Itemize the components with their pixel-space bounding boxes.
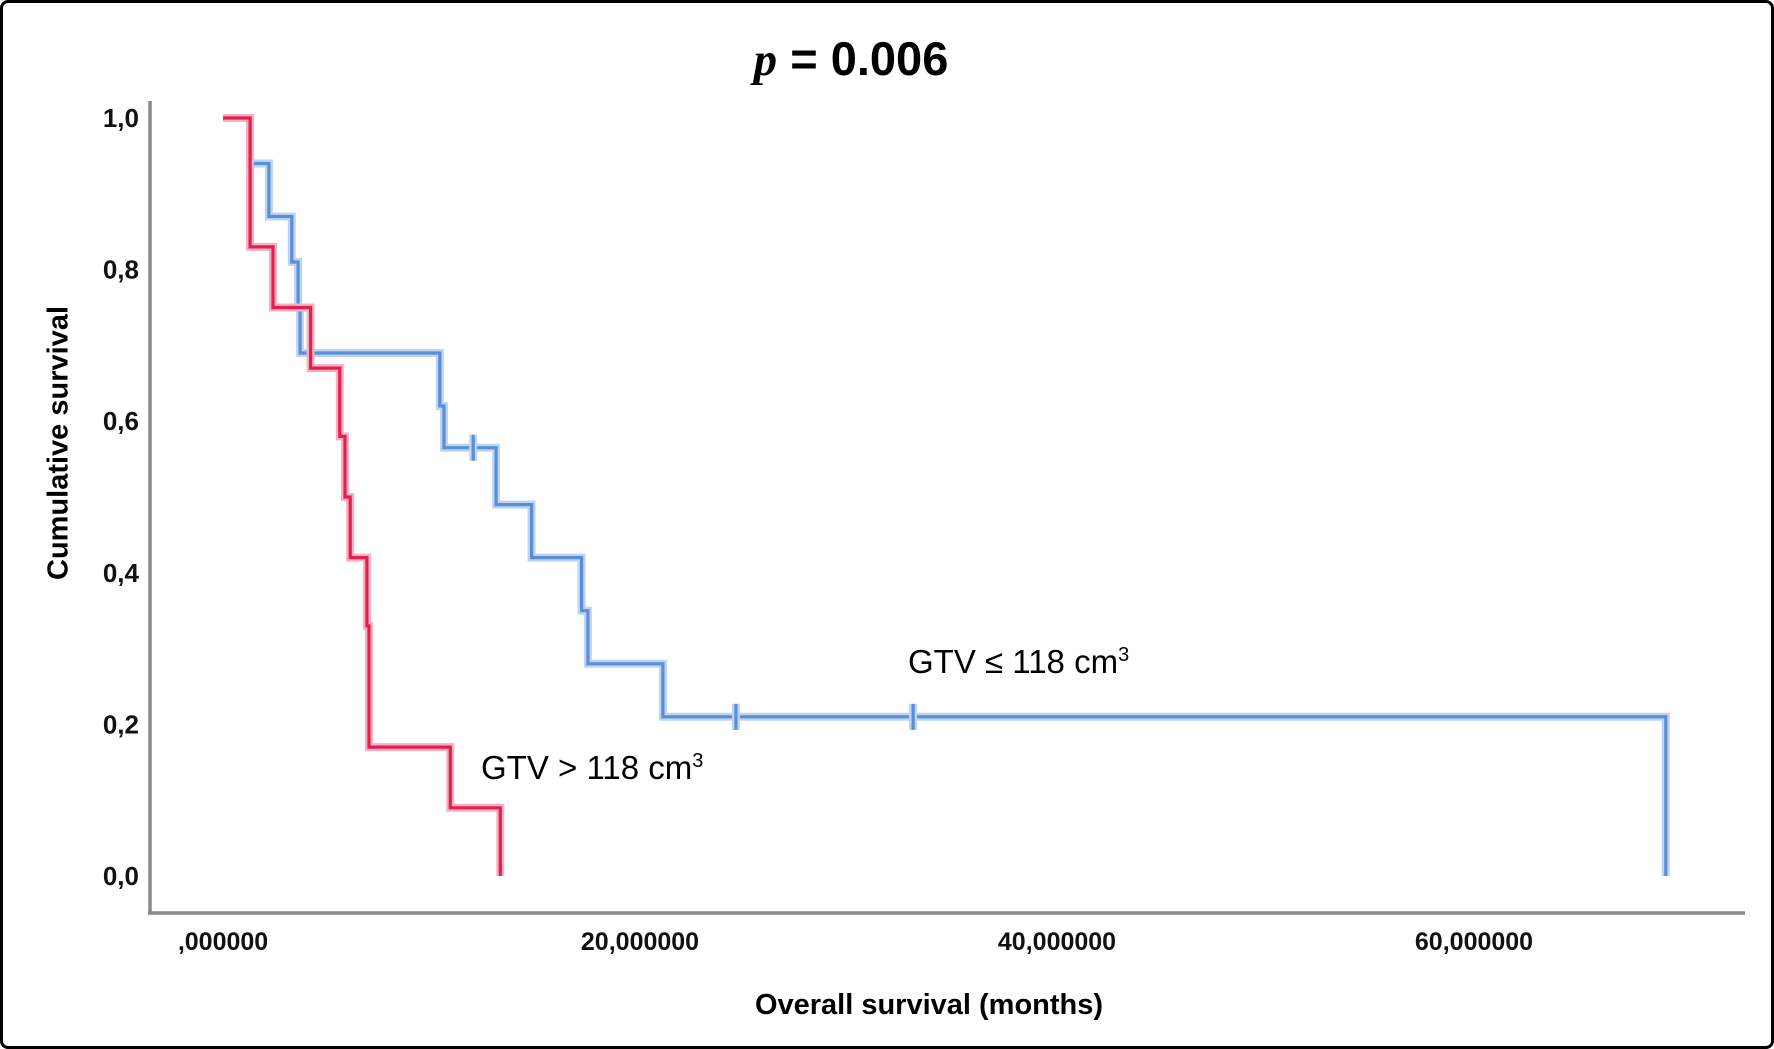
- y-tick-label: 0,6: [103, 406, 139, 436]
- y-tick-label: 0,4: [103, 558, 140, 588]
- series-label-superscript: 3: [692, 750, 704, 772]
- y-tick-label: 1,0: [103, 103, 139, 133]
- x-tick-label: 60,000000: [1415, 928, 1533, 956]
- y-tick-label: 0,8: [103, 255, 139, 285]
- survival-curve-halo: [223, 114, 1670, 876]
- series-label-gtv-le-118: GTV ≤ 118 cm3: [908, 643, 1129, 681]
- x-axis-title: Overall survival (months): [754, 989, 1104, 1021]
- p-symbol: p: [753, 34, 778, 86]
- km-chart-canvas: 1,0 0,8 0,6 0,4 0,2 0,0 ,000000 20,000000 40,000…: [103, 101, 1745, 956]
- series-label-text: GTV > 118 cm: [481, 749, 693, 786]
- x-tick-label: ,000000: [178, 928, 268, 956]
- series-label-gtv-gt-118: GTV > 118 cm3: [481, 749, 703, 787]
- survival-curve-gtv-le-118: [223, 116, 1668, 876]
- p-value-text: = 0.006: [777, 32, 949, 85]
- survival-curve-halo: [223, 114, 505, 876]
- y-axis-title: Cumulative survival: [42, 306, 75, 580]
- survival-curve-gtv-gt-118: [223, 116, 502, 876]
- chart-title: p = 0.006: [754, 31, 949, 87]
- series-label-text: GTV ≤ 118 cm: [908, 643, 1119, 680]
- x-tick-label: 20,000000: [581, 928, 699, 956]
- y-tick-label: 0,0: [103, 861, 139, 891]
- x-tick-label: 40,000000: [998, 928, 1116, 956]
- series-label-superscript: 3: [1118, 644, 1130, 666]
- y-tick-label: 0,2: [103, 709, 139, 739]
